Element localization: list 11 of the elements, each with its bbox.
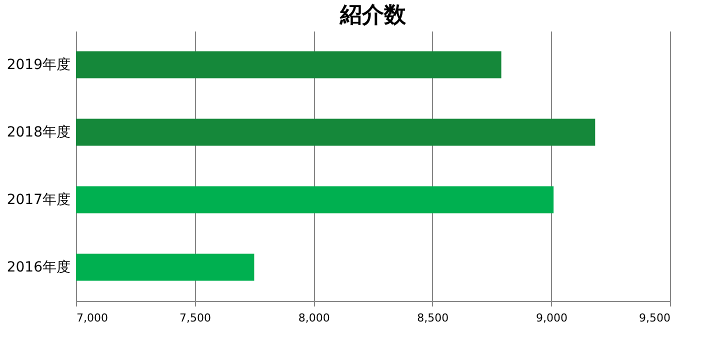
chart-title: 紹介数 xyxy=(339,3,407,28)
x-tick-label: 8,500 xyxy=(417,312,449,324)
x-tick-label: 9,500 xyxy=(639,312,670,324)
y-tick-label: 2017年度 xyxy=(6,192,70,208)
x-tick-label: 7,500 xyxy=(180,312,212,324)
x-tick-label: 9,000 xyxy=(536,312,568,324)
x-tick-label: 7,000 xyxy=(76,312,108,324)
y-tick-label: 2019年度 xyxy=(6,56,70,73)
y-tick-label: 2018年度 xyxy=(6,124,70,140)
x-tick-label: 8,000 xyxy=(298,312,330,324)
y-tick-label: 2016年度 xyxy=(6,259,70,276)
